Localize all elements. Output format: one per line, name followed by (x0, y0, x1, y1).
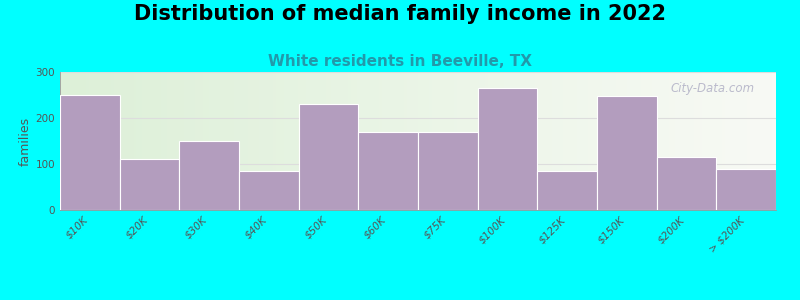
Bar (716, 169, 776, 210)
Text: Distribution of median family income in 2022: Distribution of median family income in … (134, 4, 666, 25)
Text: White residents in Beeville, TX: White residents in Beeville, TX (268, 54, 532, 69)
Bar (538, 171, 597, 210)
Bar (179, 141, 239, 210)
Text: City-Data.com: City-Data.com (670, 82, 754, 95)
Y-axis label: families: families (18, 116, 31, 166)
Bar (418, 132, 478, 210)
Bar (60, 95, 120, 210)
Bar (657, 157, 716, 210)
Bar (478, 88, 538, 210)
Bar (239, 171, 298, 210)
Bar (597, 96, 657, 210)
Bar (120, 159, 179, 210)
Bar (298, 104, 358, 210)
Bar (358, 132, 418, 210)
